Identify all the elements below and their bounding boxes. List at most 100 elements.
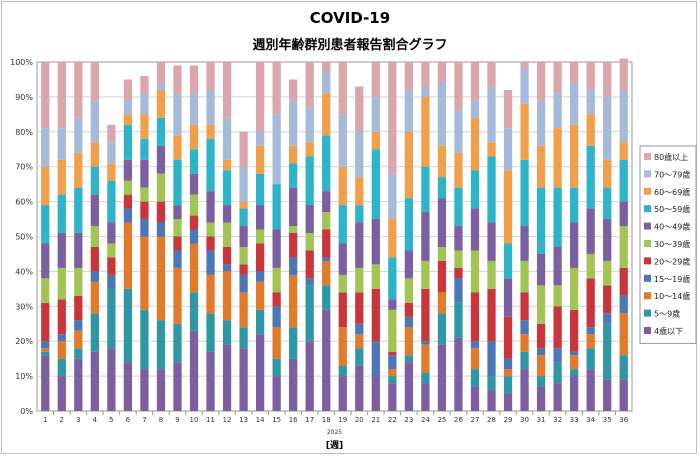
bar-segment	[255, 173, 265, 206]
x-tick-label: 3	[76, 416, 80, 424]
bar-segment	[454, 226, 463, 251]
bar-segment	[123, 159, 133, 181]
bar-segment	[404, 327, 414, 356]
bar-segment	[388, 173, 397, 220]
bar-segment	[619, 201, 628, 227]
bar-segment	[255, 229, 265, 244]
bar-segment	[222, 264, 232, 272]
bar-segment	[404, 250, 414, 279]
bar-segment	[255, 309, 265, 335]
bar-segment	[520, 320, 529, 335]
bar-segment	[520, 159, 529, 227]
bar-segment	[57, 341, 66, 359]
bar-segment	[586, 253, 595, 279]
bar-segment	[255, 131, 265, 146]
bar-segment	[503, 243, 513, 279]
bar-segment	[173, 219, 182, 237]
bar-segment	[619, 355, 628, 380]
bar-segment	[570, 355, 579, 370]
bar-segment	[454, 152, 463, 188]
bar-segment	[173, 65, 182, 94]
bar-segment	[338, 114, 347, 167]
bar-segment	[586, 62, 595, 90]
bar-segment	[322, 260, 331, 286]
bar-segment	[520, 351, 529, 370]
bar-segment	[586, 278, 595, 328]
legend-label: 20～29歳	[654, 256, 690, 266]
bar-segment	[619, 89, 628, 143]
bar-segment	[454, 278, 463, 303]
bar-segment	[355, 86, 364, 132]
bar-segment	[487, 288, 496, 342]
bar-segment	[255, 205, 265, 230]
bar-segment	[305, 341, 314, 411]
bar-segment	[404, 355, 414, 363]
legend-label: 80歳以上	[654, 152, 688, 162]
bar-segment	[222, 205, 232, 223]
bar-segment	[140, 75, 149, 94]
x-tick-label: 18	[322, 416, 331, 424]
bar-segment	[140, 138, 149, 160]
bar-segment	[421, 344, 430, 373]
x-tick-label: 16	[289, 416, 298, 424]
bar-segment	[404, 302, 414, 317]
bar-segment	[206, 124, 215, 139]
bar-segment	[289, 358, 298, 411]
bar-segment	[338, 365, 347, 377]
bar-segment	[107, 142, 116, 164]
bar-segment	[421, 260, 430, 289]
bar-segment	[619, 226, 628, 268]
bar-segment	[289, 79, 298, 101]
bar-segment	[322, 93, 331, 136]
chart-title: COVID-19	[309, 9, 391, 27]
bar-segment	[536, 100, 546, 146]
bar-segment	[41, 355, 50, 411]
bar-segment	[536, 145, 546, 188]
bar-segment	[470, 341, 480, 349]
bar-segment	[289, 327, 298, 359]
chart-subtitle: 週別年齢群別患者報告割合グラフ	[252, 38, 448, 53]
legend-swatch	[644, 309, 651, 317]
year-label: 2025	[327, 429, 342, 436]
bar-segment	[74, 330, 83, 349]
bar-segment	[74, 233, 83, 268]
bar-segment	[388, 257, 397, 300]
bar-segment	[123, 79, 133, 101]
bar-segment	[255, 281, 265, 310]
bar-segment	[338, 292, 347, 328]
bar-segment	[404, 362, 414, 411]
legend-swatch	[644, 205, 651, 213]
bar-segment	[156, 173, 166, 202]
bar-segment	[305, 285, 314, 342]
bar-segment	[222, 170, 232, 206]
bar-segment	[74, 348, 83, 359]
bar-segment	[388, 62, 397, 174]
bar-segment	[603, 219, 612, 261]
bar-segment	[305, 278, 314, 286]
bar-segment	[437, 313, 447, 345]
bar-segment	[503, 170, 513, 244]
bar-segment	[470, 250, 480, 293]
y-tick-label: 70%	[15, 163, 33, 172]
bar-segment	[570, 369, 579, 377]
bar-segment	[272, 306, 281, 328]
bar-segment	[272, 184, 281, 230]
bar-segment	[189, 65, 199, 94]
bar-segment	[107, 288, 116, 349]
bar-segment	[189, 292, 199, 331]
bar-segment	[553, 62, 562, 94]
x-tick-label: 6	[126, 416, 131, 424]
bar-segment	[603, 96, 612, 160]
bar-segment	[487, 390, 496, 411]
bar-segment	[322, 191, 331, 213]
bar-segment	[487, 62, 496, 87]
y-tick-label: 40%	[15, 267, 33, 276]
bar-segment	[553, 285, 562, 307]
bar-segment	[437, 82, 447, 146]
bar-segment	[421, 212, 430, 261]
legend-label: 40～49歳	[654, 222, 690, 232]
bar-segment	[107, 257, 116, 275]
bar-segment	[322, 257, 331, 261]
bar-segment	[437, 260, 447, 293]
bar-segment	[454, 267, 463, 279]
